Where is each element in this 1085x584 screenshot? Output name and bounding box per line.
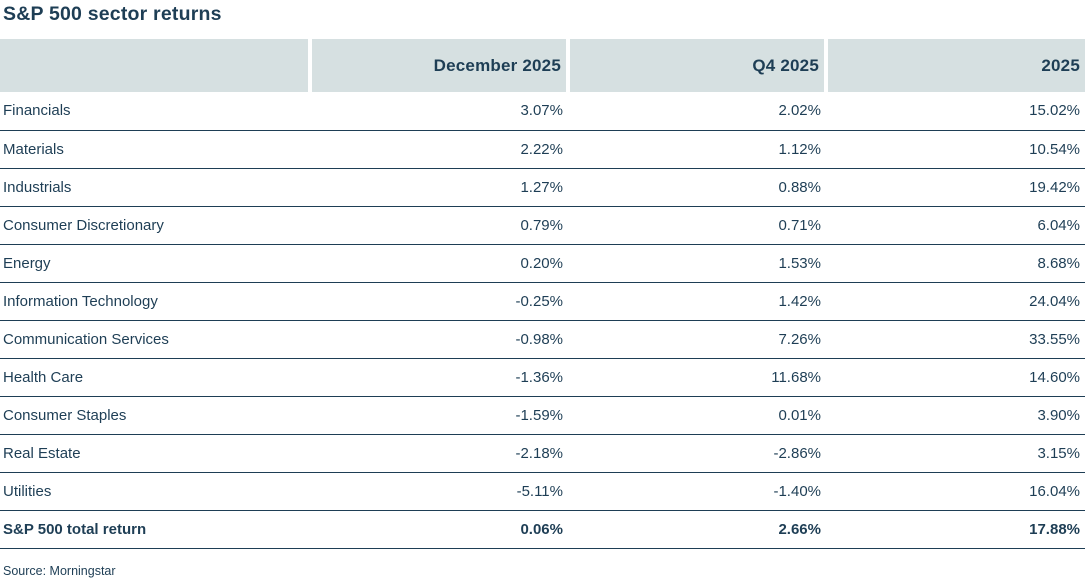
q4-value: 1.53% <box>568 244 826 283</box>
december-value: 2.22% <box>310 130 568 169</box>
december-value: -2.18% <box>310 434 568 473</box>
header-cell-blank <box>0 39 310 92</box>
total-q4-value: 2.66% <box>568 510 826 549</box>
sector-label: Materials <box>0 130 310 169</box>
table-row: Financials 3.07% 2.02% 15.02% <box>0 92 1085 131</box>
header-cell-year: 2025 <box>824 39 1085 92</box>
q4-value: 0.01% <box>568 396 826 435</box>
table-row: Industrials 1.27% 0.88% 19.42% <box>0 168 1085 207</box>
sector-label: Consumer Discretionary <box>0 206 310 245</box>
q4-value: 0.88% <box>568 168 826 207</box>
table-body: Financials 3.07% 2.02% 15.02% Materials … <box>0 92 1085 549</box>
sector-label: Health Care <box>0 358 310 397</box>
year-value: 6.04% <box>826 206 1085 245</box>
december-value: 0.20% <box>310 244 568 283</box>
q4-value: 11.68% <box>568 358 826 397</box>
december-value: -0.25% <box>310 282 568 321</box>
q4-value: 1.12% <box>568 130 826 169</box>
header-cell-december: December 2025 <box>308 39 568 92</box>
table-row: Health Care -1.36% 11.68% 14.60% <box>0 358 1085 397</box>
year-value: 33.55% <box>826 320 1085 359</box>
december-value: -1.36% <box>310 358 568 397</box>
total-year-value: 17.88% <box>826 510 1085 549</box>
page: S&P 500 sector returns December 2025 Q4 … <box>0 3 1085 584</box>
sector-label: Energy <box>0 244 310 283</box>
table-row: Consumer Discretionary 0.79% 0.71% 6.04% <box>0 206 1085 245</box>
sector-label: Industrials <box>0 168 310 207</box>
q4-value: -2.86% <box>568 434 826 473</box>
sector-label: Communication Services <box>0 320 310 359</box>
year-value: 10.54% <box>826 130 1085 169</box>
table-row: Communication Services -0.98% 7.26% 33.5… <box>0 320 1085 359</box>
sector-label: Real Estate <box>0 434 310 473</box>
december-value: -0.98% <box>310 320 568 359</box>
page-title: S&P 500 sector returns <box>3 3 222 25</box>
sector-label: Consumer Staples <box>0 396 310 435</box>
december-value: 3.07% <box>310 92 568 131</box>
q4-value: 0.71% <box>568 206 826 245</box>
year-value: 3.15% <box>826 434 1085 473</box>
q4-value: -1.40% <box>568 472 826 511</box>
table-row: Real Estate -2.18% -2.86% 3.15% <box>0 434 1085 473</box>
table-row: Consumer Staples -1.59% 0.01% 3.90% <box>0 396 1085 435</box>
december-value: -5.11% <box>310 472 568 511</box>
sector-label: Financials <box>0 92 310 131</box>
q4-value: 7.26% <box>568 320 826 359</box>
total-row: S&P 500 total return 0.06% 2.66% 17.88% <box>0 510 1085 549</box>
sector-label: Information Technology <box>0 282 310 321</box>
q4-value: 1.42% <box>568 282 826 321</box>
december-value: -1.59% <box>310 396 568 435</box>
year-value: 19.42% <box>826 168 1085 207</box>
year-value: 16.04% <box>826 472 1085 511</box>
sector-label: Utilities <box>0 472 310 511</box>
table-row: Energy 0.20% 1.53% 8.68% <box>0 244 1085 283</box>
table-header: December 2025 Q4 2025 2025 <box>0 39 1085 92</box>
table-row: Utilities -5.11% -1.40% 16.04% <box>0 472 1085 511</box>
table-row: Materials 2.22% 1.12% 10.54% <box>0 130 1085 169</box>
source-note: Source: Morningstar <box>3 563 116 578</box>
december-value: 0.79% <box>310 206 568 245</box>
december-value: 1.27% <box>310 168 568 207</box>
total-label: S&P 500 total return <box>0 510 310 549</box>
year-value: 8.68% <box>826 244 1085 283</box>
table-row: Information Technology -0.25% 1.42% 24.0… <box>0 282 1085 321</box>
header-row: December 2025 Q4 2025 2025 <box>0 39 1085 92</box>
year-value: 14.60% <box>826 358 1085 397</box>
year-value: 3.90% <box>826 396 1085 435</box>
total-december-value: 0.06% <box>310 510 568 549</box>
q4-value: 2.02% <box>568 92 826 131</box>
sector-returns-table: December 2025 Q4 2025 2025 Financials 3.… <box>0 39 1085 549</box>
year-value: 15.02% <box>826 92 1085 131</box>
header-cell-q4: Q4 2025 <box>566 39 826 92</box>
year-value: 24.04% <box>826 282 1085 321</box>
